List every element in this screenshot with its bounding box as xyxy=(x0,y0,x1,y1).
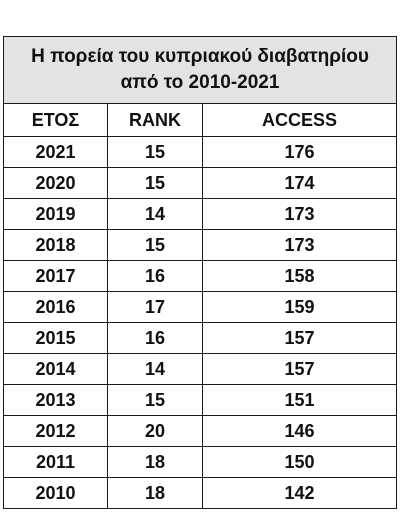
cell-access: 174 xyxy=(201,167,398,199)
cell-year: 2021 xyxy=(3,136,108,168)
cell-year: 2018 xyxy=(3,229,108,261)
cell-year: 2013 xyxy=(3,384,108,416)
table-row: 2020 15 174 xyxy=(3,167,398,199)
cell-access: 146 xyxy=(201,415,398,447)
cell-rank: 15 xyxy=(107,384,203,416)
cell-year: 2016 xyxy=(3,291,108,323)
cell-rank: 15 xyxy=(107,229,203,261)
cell-rank: 16 xyxy=(107,260,203,292)
title-row: Η πορεία του κυπριακού διαβατηρίου από τ… xyxy=(2,36,398,104)
header-row: ΕΤΟΣ RANK ACCESS xyxy=(3,103,398,137)
column-header-year: ΕΤΟΣ xyxy=(3,103,108,137)
table-row: 2013 15 151 xyxy=(3,384,398,416)
table-row: 2010 18 142 xyxy=(3,477,398,509)
column-header-access: ACCESS xyxy=(201,103,398,137)
table-title-line-2: από το 2010-2021 xyxy=(120,72,280,93)
table-row: 2012 20 146 xyxy=(3,415,398,447)
cell-access: 173 xyxy=(201,229,398,261)
table-row: 2019 14 173 xyxy=(3,198,398,230)
cell-rank: 17 xyxy=(107,291,203,323)
cell-rank: 18 xyxy=(107,446,203,478)
cell-year: 2020 xyxy=(3,167,108,199)
table-row: 2017 16 158 xyxy=(3,260,398,292)
cell-rank: 15 xyxy=(107,167,203,199)
cell-access: 150 xyxy=(201,446,398,478)
cell-year: 2014 xyxy=(3,353,108,385)
cell-year: 2010 xyxy=(3,477,108,509)
table-row: 2015 16 157 xyxy=(3,322,398,354)
cell-year: 2019 xyxy=(3,198,108,230)
table-title-line-1: Η πορεία του κυπριακού διαβατηρίου xyxy=(31,46,369,67)
table-row: 2018 15 173 xyxy=(3,229,398,261)
cell-access: 158 xyxy=(201,260,398,292)
cell-rank: 16 xyxy=(107,322,203,354)
cell-year: 2012 xyxy=(3,415,108,447)
passport-ranking-table: Η πορεία του κυπριακού διαβατηρίου από τ… xyxy=(2,36,398,509)
table-row: 2016 17 159 xyxy=(3,291,398,323)
column-header-rank: RANK xyxy=(107,103,203,137)
table-row: 2011 18 150 xyxy=(3,446,398,478)
cell-access: 159 xyxy=(201,291,398,323)
cell-rank: 18 xyxy=(107,477,203,509)
cell-access: 157 xyxy=(201,353,398,385)
cell-access: 157 xyxy=(201,322,398,354)
cell-access: 142 xyxy=(201,477,398,509)
cell-access: 151 xyxy=(201,384,398,416)
cell-year: 2011 xyxy=(3,446,108,478)
cell-access: 176 xyxy=(201,136,398,168)
cell-year: 2017 xyxy=(3,260,108,292)
cell-year: 2015 xyxy=(3,322,108,354)
cell-rank: 15 xyxy=(107,136,203,168)
table-row: 2021 15 176 xyxy=(3,136,398,168)
table-title: Η πορεία του κυπριακού διαβατηρίου από τ… xyxy=(2,36,398,104)
cell-rank: 14 xyxy=(107,198,203,230)
cell-rank: 20 xyxy=(107,415,203,447)
table-row: 2014 14 157 xyxy=(3,353,398,385)
cell-access: 173 xyxy=(201,198,398,230)
cell-rank: 14 xyxy=(107,353,203,385)
